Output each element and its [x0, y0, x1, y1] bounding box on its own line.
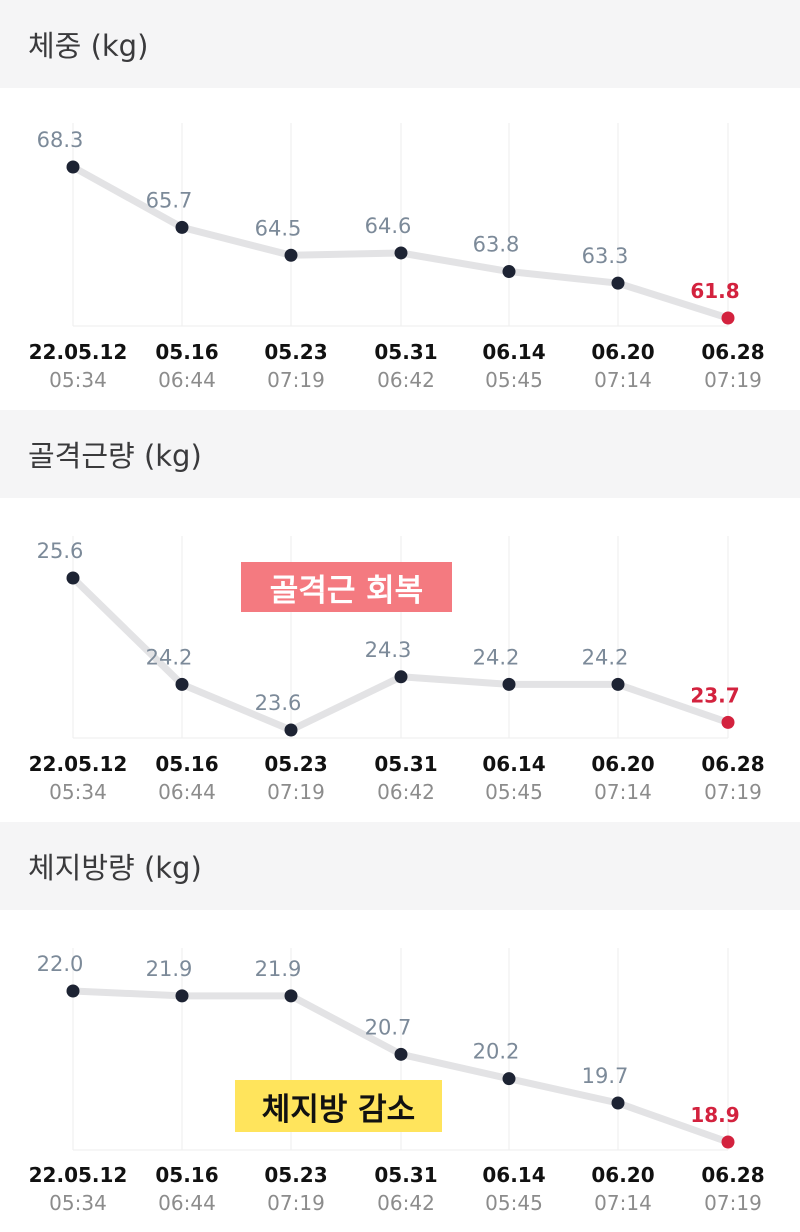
value-label: 18.9: [690, 1103, 739, 1127]
x-tick-time: 05:45: [485, 780, 543, 804]
x-tick-date: 05.23: [264, 340, 327, 364]
weight-chart-svg: 68.3 22.05.12 05:34 65.7 05.16 06:44 64.5 05.23…: [29, 123, 765, 392]
value-label: 61.8: [690, 279, 739, 303]
data-point: [66, 571, 80, 585]
x-tick-date: 05.16: [155, 340, 218, 364]
data-point: [66, 984, 80, 998]
data-point: [175, 220, 189, 234]
x-tick-date: 05.16: [155, 752, 218, 776]
data-point: [502, 1072, 516, 1086]
x-tick-date: 06.28: [701, 752, 764, 776]
x-tick-date: 06.14: [482, 1163, 545, 1187]
data-point: [175, 677, 189, 691]
x-tick-date: 06.28: [701, 340, 764, 364]
fat-annotation: 체지방 감소: [235, 1080, 442, 1132]
x-tick-time: 05:45: [485, 368, 543, 392]
x-tick-date: 05.23: [264, 752, 327, 776]
x-tick-time: 06:44: [158, 1191, 216, 1215]
x-tick-date: 05.23: [264, 1163, 327, 1187]
value-label: 20.2: [473, 1040, 520, 1064]
value-label: 63.3: [582, 244, 629, 268]
x-tick-time: 05:45: [485, 1191, 543, 1215]
x-tick-date: 06.14: [482, 340, 545, 364]
x-tick-date: 06.20: [591, 1163, 654, 1187]
data-point: [284, 723, 298, 737]
x-tick-date: 05.16: [155, 1163, 218, 1187]
value-label: 19.7: [582, 1064, 629, 1088]
weight-chart: 68.3 22.05.12 05:34 65.7 05.16 06:44 64.5 05.23…: [0, 88, 800, 410]
data-point: [611, 1096, 625, 1110]
x-tick-time: 07:14: [594, 780, 652, 804]
weight-section-header: 체중 (kg): [0, 0, 800, 88]
x-tick-time: 06:42: [377, 1191, 435, 1215]
fat-chart: 22.0 22.05.12 05:34 21.9 05.16 06:44 21.9 05.23…: [0, 910, 800, 1232]
fat-section-header: 체지방량 (kg): [0, 822, 800, 910]
x-tick-date: 22.05.12: [29, 340, 128, 364]
value-label: 24.2: [146, 645, 193, 669]
data-point: [502, 677, 516, 691]
data-point: [502, 265, 516, 279]
muscle-section-header: 골격근량 (kg): [0, 410, 800, 498]
x-tick-time: 06:44: [158, 780, 216, 804]
x-tick-date: 06.20: [591, 752, 654, 776]
value-label: 20.7: [365, 1015, 412, 1039]
value-label: 24.2: [473, 645, 520, 669]
x-tick-date: 22.05.12: [29, 1163, 128, 1187]
x-tick-time: 07:19: [267, 368, 325, 392]
x-tick-time: 05:34: [49, 1191, 107, 1215]
data-point: [394, 670, 408, 684]
x-tick-date: 06.28: [701, 1163, 764, 1187]
muscle-chart: 25.6 22.05.12 05:34 24.2 05.16 06:44 23.6 05.23…: [0, 498, 800, 822]
x-tick-time: 05:34: [49, 368, 107, 392]
x-tick-time: 07:14: [594, 368, 652, 392]
weight-section-title: 체중 (kg): [28, 29, 149, 63]
data-point: [394, 246, 408, 260]
x-tick-time: 07:19: [267, 780, 325, 804]
value-label: 23.6: [255, 691, 302, 715]
value-label: 22.0: [37, 952, 84, 976]
data-point: [66, 160, 80, 174]
x-tick-date: 22.05.12: [29, 752, 128, 776]
x-tick-time: 07:19: [704, 1191, 762, 1215]
x-tick-time: 07:14: [594, 1191, 652, 1215]
x-tick-date: 05.31: [374, 340, 437, 364]
data-point: [721, 715, 735, 729]
value-label: 25.6: [37, 539, 84, 563]
value-label: 64.5: [255, 216, 302, 240]
x-tick-time: 07:19: [704, 780, 762, 804]
value-label: 23.7: [690, 683, 739, 707]
x-tick-date: 05.31: [374, 752, 437, 776]
value-label: 21.9: [146, 957, 193, 981]
fat-chart-svg: 22.0 22.05.12 05:34 21.9 05.16 06:44 21.9 05.23…: [29, 948, 765, 1215]
muscle-chart-svg: 25.6 22.05.12 05:34 24.2 05.16 06:44 23.6 05.23…: [29, 536, 765, 804]
value-label: 64.6: [365, 214, 412, 238]
muscle-section-title: 골격근량 (kg): [28, 439, 202, 473]
x-tick-date: 06.20: [591, 340, 654, 364]
x-tick-time: 06:42: [377, 368, 435, 392]
data-point: [394, 1047, 408, 1061]
value-label: 63.8: [473, 233, 520, 257]
data-point: [721, 1135, 735, 1149]
value-label: 24.2: [582, 645, 629, 669]
x-tick-time: 06:42: [377, 780, 435, 804]
value-label: 24.3: [365, 638, 412, 662]
x-tick-time: 07:19: [267, 1191, 325, 1215]
value-label: 21.9: [255, 957, 302, 981]
data-point: [721, 311, 735, 325]
value-label: 65.7: [146, 188, 193, 212]
x-tick-date: 06.14: [482, 752, 545, 776]
data-point: [611, 276, 625, 290]
data-point: [284, 989, 298, 1003]
muscle-annotation: 골격근 회복: [241, 562, 452, 612]
fat-section-title: 체지방량 (kg): [28, 851, 202, 885]
x-tick-time: 07:19: [704, 368, 762, 392]
data-point: [175, 989, 189, 1003]
value-label: 68.3: [37, 128, 84, 152]
data-point: [284, 248, 298, 262]
x-tick-date: 05.31: [374, 1163, 437, 1187]
data-point: [611, 677, 625, 691]
x-tick-time: 06:44: [158, 368, 216, 392]
x-tick-time: 05:34: [49, 780, 107, 804]
